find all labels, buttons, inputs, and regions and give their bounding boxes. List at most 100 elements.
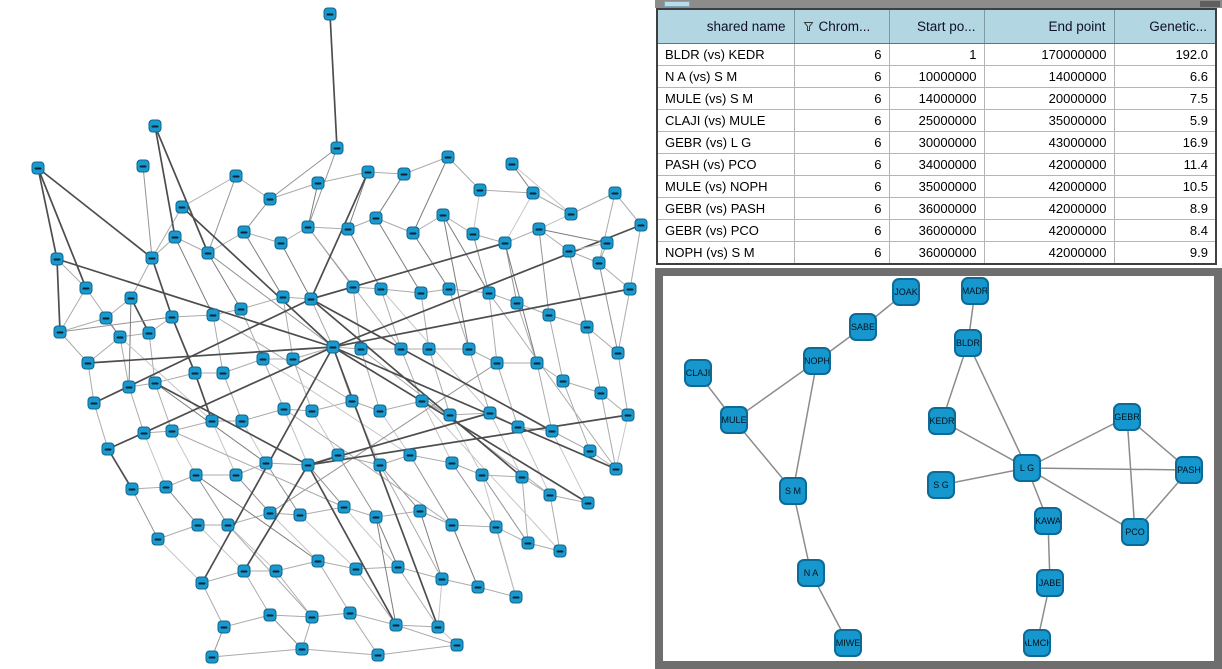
table-cell[interactable]: PASH (vs) PCO — [656, 153, 795, 176]
overview-graph-node[interactable] — [269, 564, 283, 578]
table-cell[interactable]: BLDR (vs) KEDR — [656, 43, 795, 66]
detail-graph-node-noph[interactable]: NOPH — [803, 347, 831, 375]
table-cell[interactable]: 20000000 — [983, 87, 1115, 110]
overview-graph-node[interactable] — [634, 218, 648, 232]
overview-graph-node[interactable] — [466, 227, 480, 241]
overview-graph-node[interactable] — [345, 394, 359, 408]
table-row[interactable]: CLAJI (vs) MULE 6 25000000 35000000 5.9 — [656, 109, 1217, 132]
overview-graph-node[interactable] — [369, 510, 383, 524]
overview-graph-node[interactable] — [415, 394, 429, 408]
table-cell[interactable]: 6.6 — [1113, 65, 1217, 88]
overview-graph-node[interactable] — [526, 186, 540, 200]
overview-graph-node[interactable] — [414, 286, 428, 300]
overview-graph-node[interactable] — [542, 308, 556, 322]
scrollbar-thumb[interactable] — [664, 1, 690, 7]
detail-graph-node-pco[interactable]: PCO — [1121, 518, 1149, 546]
detail-graph-node-kedr[interactable]: KEDR — [928, 407, 956, 435]
overview-graph-node[interactable] — [217, 620, 231, 634]
overview-graph-node[interactable] — [543, 488, 557, 502]
overview-graph-node[interactable] — [295, 642, 309, 656]
overview-graph-node[interactable] — [305, 610, 319, 624]
overview-graph-node[interactable] — [165, 310, 179, 324]
overview-graph-node[interactable] — [532, 222, 546, 236]
overview-graph-node[interactable] — [621, 408, 635, 422]
overview-graph-node[interactable] — [304, 292, 318, 306]
overview-graph-node[interactable] — [286, 352, 300, 366]
overview-graph-node[interactable] — [371, 648, 385, 662]
overview-graph-node[interactable] — [175, 200, 189, 214]
table-cell[interactable]: 192.0 — [1113, 43, 1217, 66]
overview-graph-node[interactable] — [330, 141, 344, 155]
overview-graph-node[interactable] — [159, 480, 173, 494]
overview-graph-node[interactable] — [510, 296, 524, 310]
overview-graph-node[interactable] — [301, 458, 315, 472]
overview-graph-node[interactable] — [237, 564, 251, 578]
table-cell[interactable]: 25000000 — [888, 109, 985, 132]
table-cell[interactable]: 11.4 — [1113, 153, 1217, 176]
table-cell[interactable]: 8.9 — [1113, 197, 1217, 220]
table-cell[interactable]: 42000000 — [983, 175, 1115, 198]
overview-graph-node[interactable] — [151, 532, 165, 546]
overview-graph-node[interactable] — [592, 256, 606, 270]
overview-graph-node[interactable] — [623, 282, 637, 296]
overview-graph-node[interactable] — [354, 342, 368, 356]
column-header-start-po-[interactable]: Start po... — [888, 9, 984, 44]
overview-graph-node[interactable] — [373, 458, 387, 472]
overview-graph-node[interactable] — [490, 356, 504, 370]
overview-graph-node[interactable] — [521, 536, 535, 550]
overview-graph-node[interactable] — [277, 402, 291, 416]
table-cell[interactable]: 170000000 — [983, 43, 1115, 66]
overview-graph-node[interactable] — [235, 414, 249, 428]
overview-graph-node[interactable] — [125, 482, 139, 496]
overview-graph-node[interactable] — [343, 606, 357, 620]
table-cell[interactable]: CLAJI (vs) MULE — [656, 109, 795, 132]
table-cell[interactable]: 6 — [793, 219, 890, 242]
table-cell[interactable]: 30000000 — [888, 131, 985, 154]
table-cell[interactable]: 42000000 — [983, 197, 1115, 220]
table-cell[interactable]: 6 — [793, 87, 890, 110]
detail-graph-node-jabe[interactable]: JABE — [1036, 569, 1064, 597]
overview-graph-node[interactable] — [122, 380, 136, 394]
overview-graph-node[interactable] — [462, 342, 476, 356]
detail-graph-node-miwe[interactable]: MIWE — [834, 629, 862, 657]
overview-graph-node[interactable] — [511, 420, 525, 434]
overview-graph-node[interactable] — [473, 183, 487, 197]
overview-graph-node[interactable] — [489, 520, 503, 534]
table-cell[interactable]: NOPH (vs) S M — [656, 241, 795, 265]
overview-graph-node[interactable] — [331, 448, 345, 462]
table-cell[interactable]: GEBR (vs) PASH — [656, 197, 795, 220]
overview-graph-node[interactable] — [498, 236, 512, 250]
column-header-genetic-[interactable]: Genetic... — [1113, 9, 1216, 44]
column-header-end-point[interactable]: End point — [983, 9, 1114, 44]
table-cell[interactable]: 35000000 — [888, 175, 985, 198]
overview-graph-node[interactable] — [276, 290, 290, 304]
overview-graph-node[interactable] — [113, 330, 127, 344]
detail-graph-node-joak[interactable]: JOAK — [892, 278, 920, 306]
table-cell[interactable]: 6 — [793, 241, 890, 265]
overview-graph-node[interactable] — [369, 211, 383, 225]
overview-graph-node[interactable] — [431, 620, 445, 634]
overview-graph-node[interactable] — [436, 208, 450, 222]
overview-graph-node[interactable] — [349, 562, 363, 576]
detail-graph-node-madr[interactable]: MADR — [961, 277, 989, 305]
overview-graph-node[interactable] — [406, 226, 420, 240]
table-row[interactable]: MULE (vs) S M 6 14000000 20000000 7.5 — [656, 87, 1217, 110]
overview-graph-node[interactable] — [608, 186, 622, 200]
overview-graph-node[interactable] — [441, 150, 455, 164]
overview-graph-node[interactable] — [373, 404, 387, 418]
overview-graph-node[interactable] — [445, 456, 459, 470]
overview-graph-node[interactable] — [311, 176, 325, 190]
overview-graph-node[interactable] — [189, 468, 203, 482]
detail-graph-node-pash[interactable]: PASH — [1175, 456, 1203, 484]
table-cell[interactable]: 6 — [793, 131, 890, 154]
overview-graph-node[interactable] — [442, 282, 456, 296]
overview-graph-node[interactable] — [259, 456, 273, 470]
table-cell[interactable]: 36000000 — [888, 241, 985, 265]
table-cell[interactable]: 42000000 — [983, 241, 1115, 265]
overview-graph-node[interactable] — [263, 192, 277, 206]
overview-graph-node[interactable] — [505, 157, 519, 171]
overview-graph-node[interactable] — [445, 518, 459, 532]
overview-graph-node[interactable] — [389, 618, 403, 632]
overview-graph-node[interactable] — [403, 448, 417, 462]
overview-graph-node[interactable] — [221, 518, 235, 532]
